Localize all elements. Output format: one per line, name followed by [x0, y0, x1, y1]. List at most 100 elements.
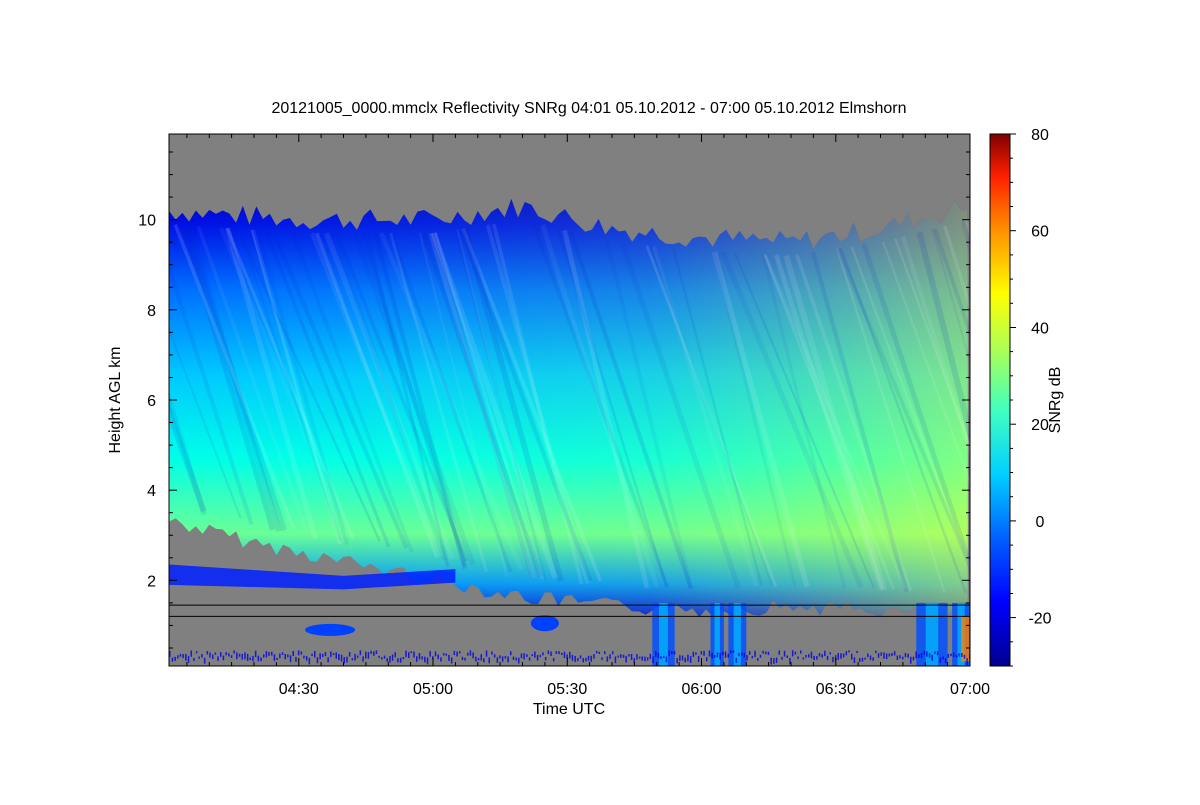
- ground-clutter: [343, 657, 345, 664]
- ground-clutter: [569, 651, 571, 659]
- ground-clutter: [609, 654, 611, 659]
- ground-clutter: [687, 654, 689, 662]
- ground-clutter: [574, 655, 576, 662]
- ground-clutter: [268, 652, 270, 656]
- ground-clutter: [179, 653, 182, 657]
- ground-clutter: [864, 657, 866, 660]
- ground-clutter: [416, 656, 418, 662]
- precip-shaft-core: [714, 602, 720, 666]
- ground-clutter: [432, 656, 434, 660]
- ground-clutter: [810, 651, 813, 659]
- ground-clutter: [622, 654, 625, 658]
- colorbar-tick-label: -20: [1028, 611, 1051, 628]
- ground-clutter: [273, 654, 276, 661]
- fall-streak: [839, 247, 967, 594]
- y-tick-label: 10: [138, 213, 156, 230]
- ground-clutter: [668, 650, 670, 656]
- ground-clutter: [740, 652, 743, 657]
- ground-clutter: [477, 657, 480, 661]
- ground-clutter: [872, 657, 874, 661]
- x-tick-label: 06:00: [681, 681, 721, 698]
- ground-clutter: [649, 653, 652, 660]
- ground-clutter: [174, 656, 176, 661]
- ground-clutter: [263, 654, 265, 658]
- ground-clutter: [695, 652, 697, 655]
- fall-streak: [861, 243, 970, 573]
- ground-clutter: [171, 657, 174, 662]
- ground-clutter: [912, 656, 915, 661]
- ground-clutter: [177, 655, 179, 659]
- ground-clutter: [472, 652, 474, 659]
- fall-streak: [309, 232, 444, 557]
- ground-clutter: [220, 652, 222, 657]
- ground-clutter: [314, 651, 316, 658]
- ground-clutter: [303, 655, 305, 659]
- ground-clutter: [445, 653, 447, 656]
- fall-streak: [429, 232, 535, 579]
- ground-clutter: [620, 654, 622, 658]
- fall-streak: [428, 232, 536, 579]
- ground-clutter: [257, 655, 260, 662]
- ground-clutter: [899, 655, 901, 659]
- ground-clutter: [781, 656, 783, 660]
- ground-clutter: [660, 656, 662, 660]
- ground-clutter: [802, 657, 805, 660]
- ground-clutter: [773, 658, 775, 664]
- ground-clutter: [311, 653, 313, 656]
- ground-clutter: [692, 651, 695, 657]
- fall-streak: [850, 246, 970, 571]
- ground-clutter: [606, 656, 609, 662]
- ground-clutter: [706, 657, 708, 662]
- ground-clutter: [408, 652, 410, 658]
- ground-clutter: [520, 653, 523, 659]
- ground-clutter: [346, 656, 348, 663]
- ground-clutter: [813, 655, 815, 661]
- ground-clutter: [663, 655, 665, 658]
- fall-streak: [372, 232, 468, 570]
- low-cloud-patch: [305, 623, 356, 636]
- ground-clutter: [297, 650, 300, 656]
- ground-clutter: [944, 658, 947, 664]
- ground-clutter: [418, 653, 421, 660]
- fall-streak: [773, 254, 884, 591]
- ground-clutter: [182, 654, 184, 659]
- ground-clutter: [209, 652, 211, 658]
- ground-clutter: [322, 653, 324, 657]
- ground-clutter: [848, 650, 850, 653]
- ground-clutter: [800, 650, 802, 654]
- ground-clutter: [370, 650, 372, 654]
- ground-clutter: [300, 651, 303, 655]
- ground-clutter: [426, 657, 429, 665]
- ground-clutter: [434, 651, 437, 657]
- ground-clutter: [582, 658, 584, 663]
- ground-clutter: [410, 651, 413, 654]
- ground-clutter: [354, 653, 356, 661]
- ground-clutter: [665, 656, 668, 663]
- ground-clutter: [714, 655, 716, 658]
- ground-clutter: [859, 658, 861, 662]
- fall-streak: [763, 253, 895, 590]
- ground-clutter: [531, 654, 533, 657]
- ground-clutter: [246, 654, 249, 661]
- ground-clutter: [587, 655, 590, 661]
- ground-clutter: [566, 654, 568, 659]
- ground-clutter: [190, 650, 192, 657]
- fall-streak: [365, 232, 450, 568]
- ground-clutter: [867, 653, 869, 658]
- fall-streak: [492, 223, 584, 585]
- ground-clutter: [942, 656, 944, 660]
- low-level-echoes: [169, 564, 970, 666]
- precip-shaft-core: [925, 602, 939, 666]
- ground-clutter: [724, 651, 727, 658]
- ground-clutter: [730, 650, 732, 654]
- ground-clutter: [367, 652, 370, 659]
- ground-clutter: [512, 656, 515, 660]
- fall-streak: [323, 232, 455, 560]
- colorbar-tick-label: 20: [1031, 417, 1049, 434]
- ground-clutter: [394, 652, 396, 658]
- ground-clutter: [963, 654, 966, 659]
- ground-clutter: [751, 655, 754, 659]
- ground-clutter: [934, 651, 936, 655]
- y-tick-label: 8: [147, 303, 156, 320]
